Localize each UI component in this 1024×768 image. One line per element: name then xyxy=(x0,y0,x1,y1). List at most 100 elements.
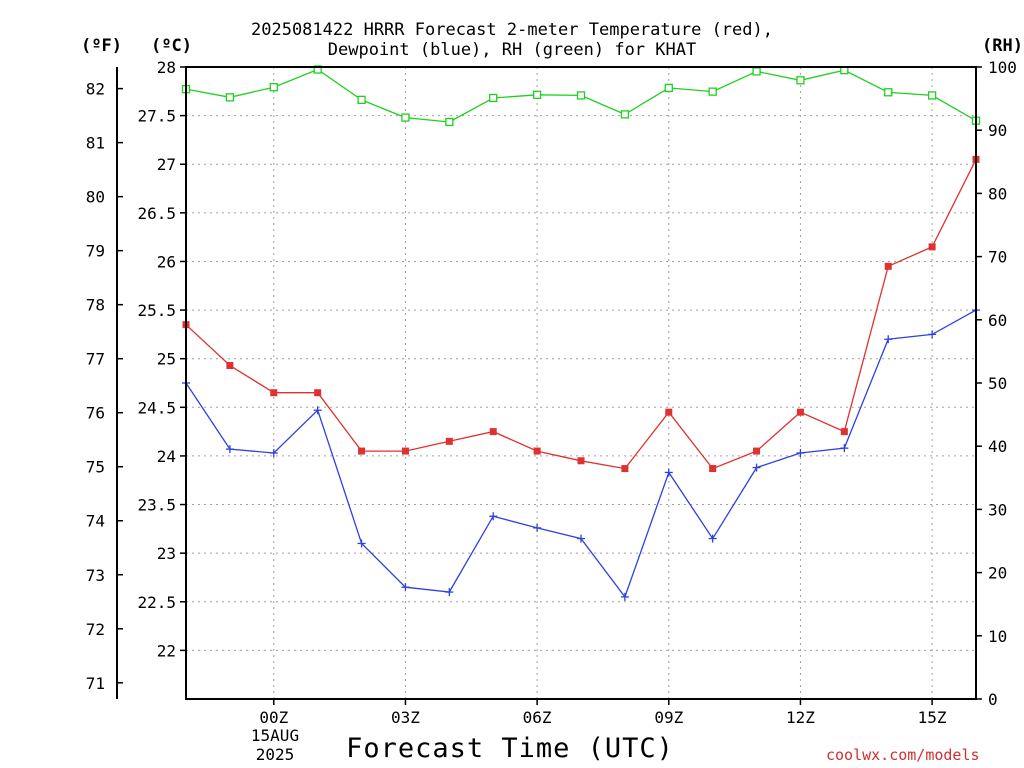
temperature-point xyxy=(577,457,585,465)
dewpoint-point xyxy=(708,534,717,543)
dewpoint-point xyxy=(620,592,629,601)
rh-point xyxy=(489,93,498,103)
x-tick-label: 00Z xyxy=(259,708,288,727)
temperature-point xyxy=(270,389,278,397)
celsius-tick-label: 23 xyxy=(157,544,176,563)
rh-point xyxy=(708,87,717,96)
dewpoint-point xyxy=(664,468,673,477)
celsius-tick-label: 22 xyxy=(157,641,176,660)
rh-point xyxy=(884,88,893,97)
dewpoint-point xyxy=(796,449,805,458)
fahrenheit-tick-label: 80 xyxy=(86,188,105,207)
fahrenheit-tick-label: 71 xyxy=(86,674,105,693)
rh-point xyxy=(664,83,673,93)
dewpoint-point xyxy=(445,588,454,597)
dewpoint-point xyxy=(752,463,761,472)
rh-point xyxy=(225,93,235,102)
rh-tick-label: 0 xyxy=(988,690,998,709)
fahrenheit-tick-label: 73 xyxy=(86,566,105,585)
temperature-point xyxy=(401,447,409,455)
celsius-tick-label: 26.5 xyxy=(137,204,176,223)
chart-title-line-1: 2025081422 HRRR Forecast 2-meter Tempera… xyxy=(251,20,773,40)
temperature-point xyxy=(358,447,366,455)
rh-point xyxy=(796,76,805,85)
celsius-tick-label: 24 xyxy=(157,447,176,466)
fahrenheit-tick-label: 78 xyxy=(86,296,105,315)
date-label-day: 15AUG xyxy=(250,726,300,745)
x-tick-label: 09Z xyxy=(654,708,683,727)
rh-point xyxy=(269,83,278,92)
temperature-point xyxy=(533,447,541,455)
celsius-tick-label: 23.5 xyxy=(137,496,176,515)
fahrenheit-tick-label: 74 xyxy=(86,512,105,531)
rh-point xyxy=(401,113,410,122)
temperature-point xyxy=(489,428,497,436)
celsius-tick-label: 24.5 xyxy=(137,398,176,417)
dewpoint-point xyxy=(269,449,278,458)
rh-point xyxy=(620,110,630,119)
dewpoint-point xyxy=(533,523,542,532)
dewpoint-point xyxy=(489,512,498,521)
rh-unit-label: (RH) xyxy=(982,36,1023,56)
rh-tick-label: 60 xyxy=(988,311,1007,330)
dewpoint-point xyxy=(928,330,937,339)
temperature-point xyxy=(840,428,848,436)
fahrenheit-tick-label: 82 xyxy=(86,80,105,99)
temperature-point xyxy=(665,408,673,416)
rh-tick-label: 40 xyxy=(988,437,1007,456)
temperature-point xyxy=(709,465,717,473)
dewpoint-point xyxy=(357,539,366,548)
rh-point xyxy=(752,67,761,76)
rh-tick-label: 20 xyxy=(988,564,1007,583)
fahrenheit-tick-label: 81 xyxy=(86,134,105,153)
rh-tick-label: 100 xyxy=(988,58,1017,77)
dewpoint-point xyxy=(401,583,410,592)
fahrenheit-unit-label: (ºF) xyxy=(81,36,122,56)
celsius-tick-label: 27 xyxy=(157,155,176,174)
celsius-unit-label: (ºC) xyxy=(151,36,192,56)
dewpoint-point xyxy=(884,335,893,344)
dewpoint-point xyxy=(313,406,322,415)
celsius-tick-label: 22.5 xyxy=(137,593,176,612)
x-axis-title: Forecast Time (UTC) xyxy=(346,733,674,764)
temperature-point xyxy=(753,447,761,455)
celsius-tick-label: 26 xyxy=(157,252,176,271)
dewpoint-point xyxy=(225,445,234,454)
rh-tick-label: 50 xyxy=(988,374,1007,393)
rh-tick-label: 70 xyxy=(988,248,1007,267)
temperature-point xyxy=(884,262,892,270)
x-tick-label: 03Z xyxy=(391,708,420,727)
data-series xyxy=(181,65,981,601)
rh-point xyxy=(445,117,454,127)
fahrenheit-tick-label: 75 xyxy=(86,458,105,477)
temperature-point xyxy=(445,437,453,445)
rh-tick-label: 90 xyxy=(988,121,1007,140)
temperature-point xyxy=(621,465,629,473)
dewpoint-point xyxy=(840,444,849,453)
temperature-point xyxy=(796,408,804,416)
dewpoint-point xyxy=(577,534,585,543)
fahrenheit-tick-label: 76 xyxy=(86,404,105,423)
rh-point xyxy=(927,91,937,100)
fahrenheit-tick-label: 79 xyxy=(86,242,105,261)
x-tick-label: 06Z xyxy=(523,708,552,727)
rh-point xyxy=(357,95,366,105)
temperature-point xyxy=(314,389,322,397)
date-label-year: 2025 xyxy=(255,745,295,764)
plot-frame xyxy=(185,66,977,700)
dewpoint-series-line xyxy=(185,309,977,599)
chart-title-line-2: Dewpoint (blue), RH (green) for KHAT xyxy=(327,40,697,60)
chart-axes: 00Z 03Z 06Z 09Z 12Z 15Z 22 22.5 23 23.5 24 24.5 25 25… xyxy=(86,58,1017,727)
fahrenheit-tick-label: 72 xyxy=(86,620,105,639)
celsius-tick-label: 25 xyxy=(157,350,176,369)
source-credit: coolwx.com/models xyxy=(826,746,980,764)
rh-point xyxy=(576,91,586,100)
rh-point xyxy=(532,90,542,99)
celsius-tick-label: 27.5 xyxy=(137,107,176,126)
rh-tick-label: 30 xyxy=(988,500,1007,519)
celsius-tick-label: 25.5 xyxy=(137,301,176,320)
x-tick-label: 12Z xyxy=(786,708,815,727)
temperature-point xyxy=(928,243,936,251)
fahrenheit-tick-label: 77 xyxy=(86,350,105,369)
